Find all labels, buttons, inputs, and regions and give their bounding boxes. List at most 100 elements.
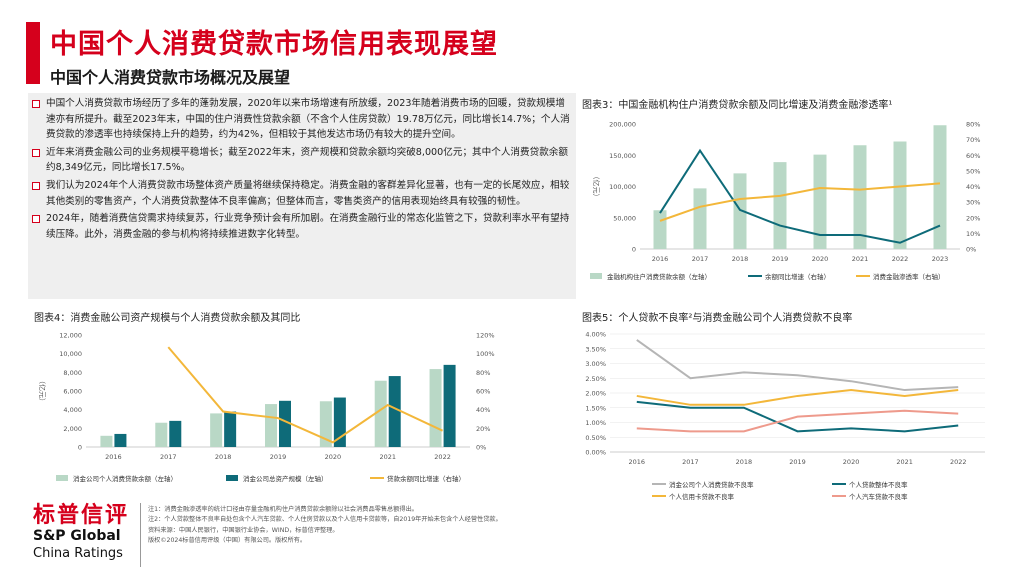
y-tick-label: 12,000	[59, 332, 82, 340]
y2-tick-label: 60%	[476, 388, 490, 396]
chart4-title: 图表4：消费金融公司资产规模与个人消费贷款余额及其同比	[34, 313, 301, 324]
line-credit-card-npl	[636, 389, 959, 406]
title-accent-bar	[26, 22, 40, 84]
summary-bullet: 2024年，随着消费信贷需求持续复苏，行业竞争预计会有所加剧。在消费金融行业的常…	[32, 211, 570, 242]
y-tick-label: 0.00%	[585, 449, 606, 457]
legend-consumer-finance-npl-label: 消金公司个人消费贷款不良率	[669, 480, 754, 489]
page-subtitle: 中国个人消费贷款市场概况及展望	[50, 68, 291, 87]
y-tick-label: 0.50%	[585, 434, 606, 442]
y-tick-label: 200,000	[609, 121, 636, 129]
y-tick-label: 150,000	[609, 152, 636, 160]
y2-tick-label: 30%	[966, 199, 980, 207]
y2-tick-label: 80%	[966, 121, 980, 129]
bullet-text: 2024年，随着消费信贷需求持续复苏，行业竞争预计会有所加剧。在消费金融行业的常…	[46, 213, 570, 240]
page-title: 中国个人消费贷款市场信用表现展望	[50, 29, 498, 60]
x-tick-label: 2016	[629, 458, 646, 466]
bar-household-loan	[893, 141, 907, 249]
y2-tick-label: 100%	[476, 350, 495, 358]
bullet-box-icon	[32, 215, 40, 224]
bar-total-assets	[169, 420, 182, 447]
legend-yoy-growth-label: 余额同比增速（右轴）	[765, 272, 830, 281]
y-tick-label: 3.00%	[585, 360, 606, 368]
bar-total-assets	[388, 376, 401, 447]
y2-tick-label: 0%	[966, 246, 976, 254]
logo-sp-global: S&P Global	[33, 528, 121, 544]
line-auto-loan-npl	[636, 409, 959, 433]
bar-consumer-loan	[100, 435, 113, 447]
bar-consumer-loan	[155, 422, 168, 447]
y-tick-label: 8,000	[63, 369, 82, 377]
bullet-text: 中国个人消费贷款市场经历了多年的蓬勃发展，2020年以来市场增速有所放缓，202…	[46, 98, 570, 141]
bar-total-assets	[114, 433, 127, 447]
logo-china-ratings: China Ratings	[33, 546, 123, 561]
x-tick-label: 2016	[652, 255, 669, 263]
footnote: 版权©2024标普信用评级（中国）有限公司。版权所有。	[148, 537, 307, 545]
summary-bullet: 近年来消费金融公司的业务规模平稳增长；截至2022年末，资产规模和贷款余额均突破…	[32, 145, 570, 176]
y-tick-label: 6,000	[63, 388, 82, 396]
y2-tick-label: 80%	[476, 369, 490, 377]
x-tick-label: 2019	[772, 255, 789, 263]
line-yoy-growth	[659, 148, 941, 244]
y2-tick-label: 0%	[476, 444, 486, 452]
x-tick-label: 2016	[105, 453, 122, 461]
y-tick-label: 2.00%	[585, 390, 606, 398]
bar-total-assets	[224, 411, 237, 447]
line-personal-loan-npl	[636, 400, 959, 433]
bar-consumer-loan	[429, 369, 442, 447]
bullet-box-icon	[32, 148, 40, 157]
y-axis-label: （亿元）	[592, 173, 601, 201]
footnote: 资料来源：中国人民银行，中国银行业协会，WIND，标普信评整理。	[148, 526, 339, 534]
y-tick-label: 3.50%	[585, 345, 606, 353]
bullet-text: 我们认为2024年个人消费贷款市场整体资产质量将继续保持稳定。消费金融的客群差异…	[46, 179, 570, 207]
x-tick-label: 2017	[692, 255, 709, 263]
x-tick-label: 2019	[789, 458, 806, 466]
x-tick-label: 2019	[270, 453, 287, 461]
x-tick-label: 2017	[682, 458, 699, 466]
x-tick-label: 2022	[434, 453, 451, 461]
bullet-box-icon	[32, 100, 40, 108]
bar-consumer-loan	[210, 413, 223, 447]
x-tick-label: 2018	[736, 458, 753, 466]
bar-household-loan	[693, 188, 707, 249]
summary-bullet: 我们认为2024年个人消费贷款市场整体资产质量将继续保持稳定。消费金融的客群差异…	[32, 178, 570, 209]
summary-panel: 中国个人消费贷款市场经历了多年的蓬勃发展，2020年以来市场增速有所放缓，202…	[28, 93, 576, 299]
y2-tick-label: 40%	[966, 183, 980, 191]
x-tick-label: 2020	[325, 453, 342, 461]
y-tick-label: 0	[632, 246, 636, 254]
logo-chinese: 标普信评	[33, 503, 130, 528]
bar-household-loan	[733, 173, 747, 249]
y2-tick-label: 40%	[476, 406, 490, 414]
bar-household-loan	[813, 154, 827, 249]
chart5-title: 图表5：个人贷款不良率²与消费金融公司个人消费贷款不良率	[582, 313, 853, 324]
y-axis-label: （亿元）	[38, 377, 47, 405]
x-tick-label: 2017	[160, 453, 177, 461]
y-tick-label: 1.00%	[585, 419, 606, 427]
y2-tick-label: 20%	[966, 214, 980, 222]
legend-loan-yoy-label: 贷款余额同比增速（右轴）	[387, 474, 465, 483]
y2-tick-label: 120%	[476, 332, 495, 340]
bar-total-assets	[443, 364, 456, 447]
legend-total-assets-label: 消金公司总资产规模（左轴）	[243, 474, 328, 483]
legend-personal-loan-npl-label: 个人贷款整体不良率	[849, 480, 908, 489]
legend-penetration-label: 消费金融渗透率（右轴）	[873, 272, 945, 281]
y-tick-label: 50,000	[613, 214, 636, 222]
y-tick-label: 4.00%	[585, 331, 606, 339]
logo-divider	[140, 503, 141, 567]
bullet-text: 近年来消费金融公司的业务规模平稳增长；截至2022年末，资产规模和贷款余额均突破…	[46, 146, 568, 174]
chart3-title: 图表3：中国金融机构住户消费贷款余额及同比增速及消费金融渗透率¹	[582, 100, 893, 111]
x-tick-label: 2018	[215, 453, 232, 461]
bar-consumer-loan	[319, 401, 332, 447]
legend-household-loan-label: 金融机构住户消费贷款余额（左轴）	[607, 272, 711, 281]
footnote: 注1：消费金融渗透率的统计口径由存量金融机构住户消费贷款余额除以社会消费品零售总…	[148, 506, 418, 513]
x-tick-label: 2022	[892, 255, 909, 263]
x-tick-label: 2020	[843, 458, 860, 466]
y2-tick-label: 50%	[966, 167, 980, 175]
legend-consumer-loan-swatch	[56, 475, 68, 481]
y-tick-label: 10,000	[59, 350, 82, 358]
legend-consumer-loan-label: 消金公司个人消费贷款余额（左轴）	[73, 474, 177, 483]
bar-total-assets	[279, 400, 291, 447]
line-penetration-rate	[659, 182, 941, 222]
